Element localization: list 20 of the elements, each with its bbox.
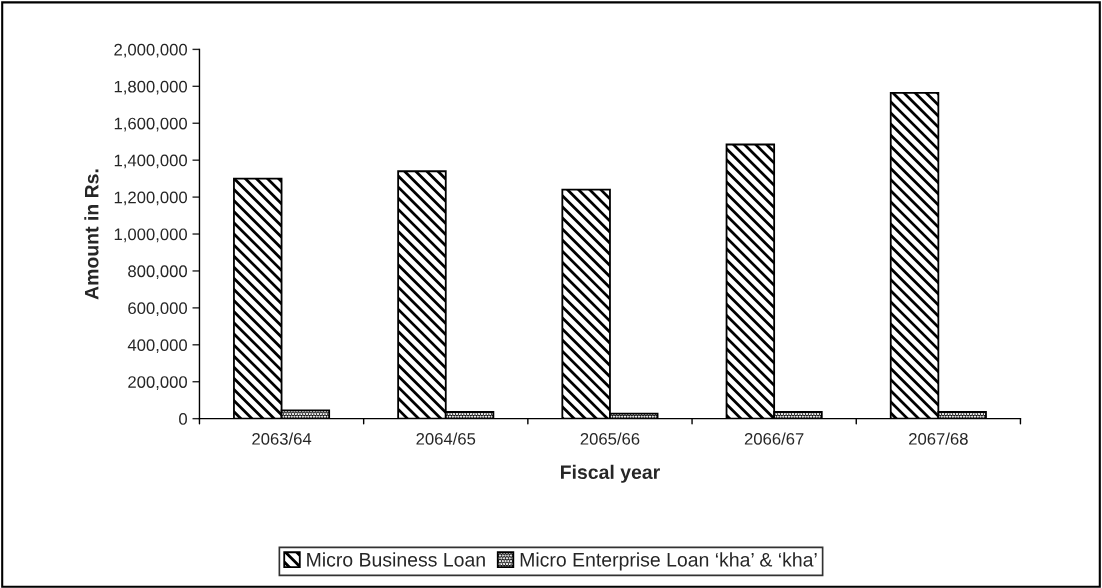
x-tick-label: 2065/66 — [580, 432, 640, 445]
legend-label: Micro Business Loan — [307, 552, 485, 567]
y-axis-title: Amount in Rs. — [84, 169, 99, 300]
y-tick-label: 1,600,000 — [114, 117, 188, 132]
y-tick-label: 1,400,000 — [114, 154, 188, 169]
x-tick-label: 2067/68 — [909, 432, 968, 445]
x-tick-label: 2066/67 — [744, 432, 804, 445]
legend-label: Micro Enterprise Loan ‘kha’ & ‘kha’ — [520, 552, 817, 571]
y-tick-label: 400,000 — [127, 339, 188, 353]
y-tick-label: 1,000,000 — [114, 228, 188, 243]
x-tick-label: 2064/65 — [416, 432, 476, 445]
y-tick-label: 1,200,000 — [114, 191, 188, 206]
y-tick-label: 1,800,000 — [114, 80, 188, 95]
x-tick-label: 2063/64 — [252, 432, 312, 445]
y-tick-label: 600,000 — [128, 302, 188, 317]
y-tick-label: 0 — [179, 413, 188, 425]
y-tick-label: 800,000 — [128, 265, 188, 280]
y-tick-label: 200,000 — [128, 376, 188, 390]
y-tick-label: 2,000,000 — [114, 43, 188, 58]
x-axis-title: Fiscal year — [560, 464, 660, 483]
